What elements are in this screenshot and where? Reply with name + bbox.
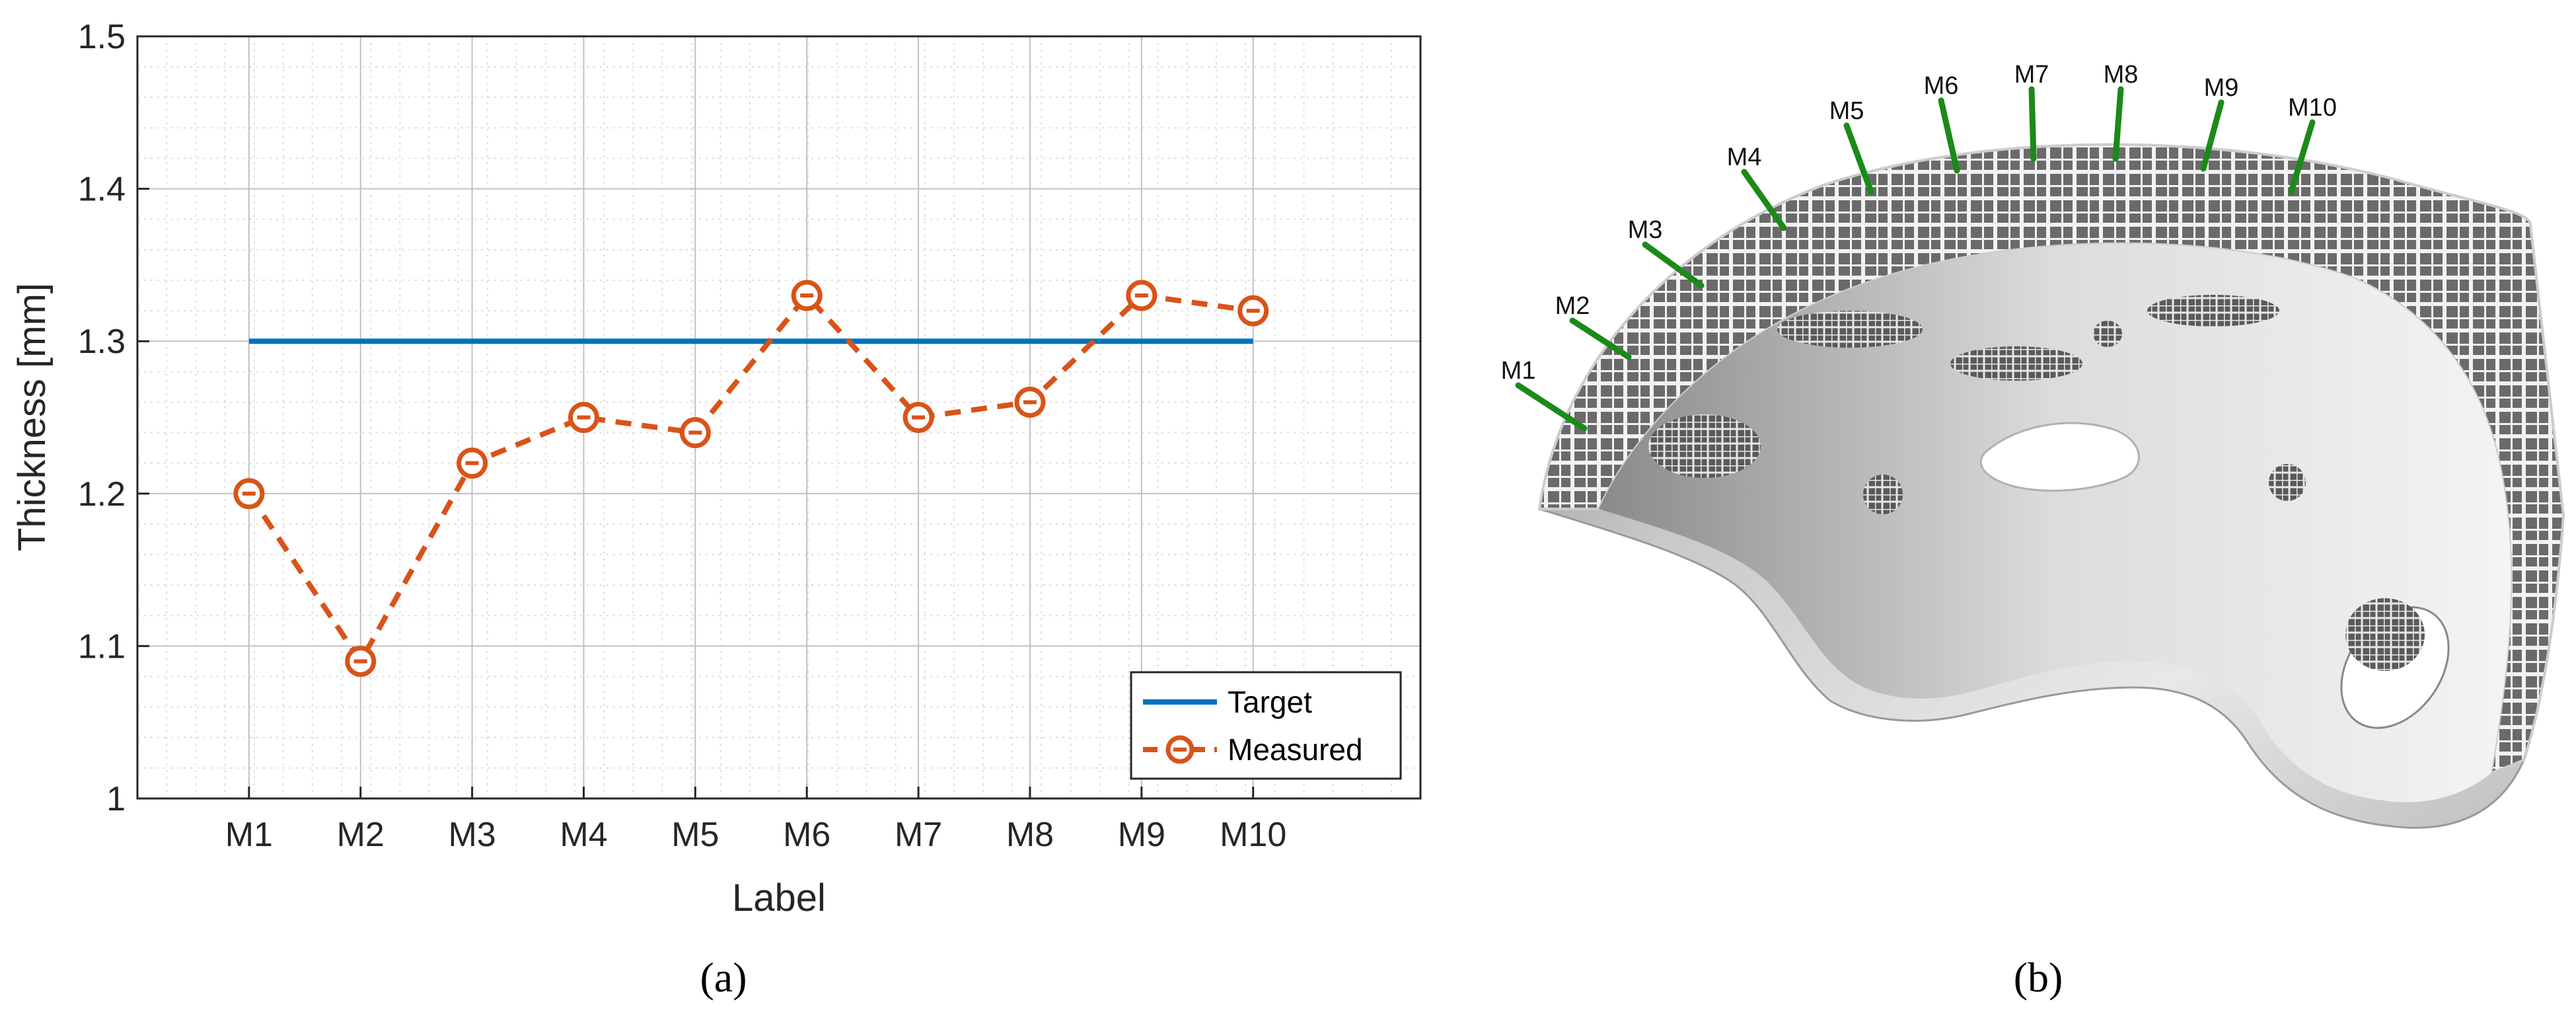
- arrow-m8: [2112, 86, 2124, 162]
- x-tick-label: M5: [671, 816, 719, 854]
- x-tick-label: M1: [225, 816, 273, 854]
- x-tick-label: M7: [895, 816, 942, 854]
- arrow-m2: [1569, 317, 1632, 360]
- marker-label-m5: M5: [1829, 97, 1864, 125]
- arrow-m4: [1741, 169, 1787, 231]
- arrow-m1: [1515, 382, 1588, 432]
- y-axis-title: Thickness [mm]: [11, 283, 54, 551]
- x-tick-label: M3: [448, 816, 496, 854]
- marker-label-m10: M10: [2288, 94, 2337, 122]
- vent-hole-center: [1979, 422, 2140, 492]
- arrow-m7: [2028, 86, 2037, 162]
- x-tick-label: M6: [783, 816, 830, 854]
- vent-slot-1: [1950, 346, 2082, 381]
- panel-label-a: (a): [700, 954, 747, 1001]
- arrow-m9: [2200, 99, 2225, 172]
- x-tick-label: M9: [1118, 816, 1165, 854]
- legend-target-label: Target: [1228, 685, 1312, 719]
- vent-hole-right: [2269, 464, 2306, 501]
- marker-label-m7: M7: [2014, 61, 2049, 89]
- marker-label-m2: M2: [1555, 292, 1590, 320]
- y-axis-ticks: 1 1.1 1.2 1.3 1.4 1.5: [78, 18, 149, 818]
- series-line-measured: [246, 291, 1254, 667]
- x-tick-label: M10: [1220, 816, 1286, 854]
- vent-slot-3: [2147, 295, 2279, 327]
- vent-slot-back: [2345, 598, 2425, 671]
- y-tick-label: 1.2: [78, 475, 126, 514]
- panel-label-b: (b): [2014, 954, 2063, 1001]
- marker-label-m8: M8: [2104, 61, 2139, 89]
- arrow-m10: [2288, 119, 2316, 195]
- marker-label-m1: M1: [1501, 357, 1536, 385]
- x-tick-label: M2: [337, 816, 385, 854]
- marker-label-m3: M3: [1628, 216, 1663, 244]
- y-tick-label: 1.3: [78, 323, 126, 361]
- x-tick-label: M4: [560, 816, 607, 854]
- marker-label-m6: M6: [1924, 72, 1959, 100]
- helmet-inner-surface: [1599, 243, 2511, 802]
- y-tick-label: 1.4: [78, 171, 126, 209]
- vent-slot-4: [1648, 414, 1761, 478]
- y-tick-label: 1.1: [78, 627, 126, 666]
- vent-hole-small: [2093, 321, 2122, 347]
- vent-slot-2: [1777, 311, 1923, 348]
- arrow-m6: [1938, 97, 1960, 174]
- marker-label-m4: M4: [1727, 143, 1762, 171]
- y-tick-label: 1.5: [78, 18, 126, 56]
- x-axis-ticks: M1 M2 M3 M4 M5 M6 M7 M8 M9 M10: [225, 787, 1286, 854]
- series-layer: [233, 280, 1269, 677]
- legend: Target Measured: [1130, 671, 1402, 780]
- y-tick-label: 1: [106, 780, 126, 818]
- plot-frame: [136, 35, 1422, 800]
- arrow-m5: [1843, 122, 1874, 195]
- x-tick-label: M8: [1006, 816, 1054, 854]
- legend-measured-label: Measured: [1228, 732, 1363, 767]
- marker-label-m9: M9: [2204, 74, 2239, 102]
- vent-hole-left: [1863, 475, 1903, 514]
- helmet-marker-layer: M1 M2 M3 M4 M5 M6 M7 M8 M9 M10: [1501, 61, 2337, 432]
- x-axis-title: Label: [732, 876, 826, 919]
- arrow-m3: [1642, 241, 1705, 289]
